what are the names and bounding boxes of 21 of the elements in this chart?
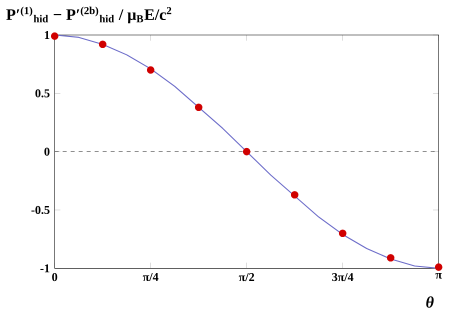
x-tick-label: 0 — [52, 273, 58, 282]
x-tick-label: π/4 — [142, 273, 158, 282]
y-tick-label: 0.5 — [35, 89, 50, 98]
x-tick-label: π/2 — [238, 273, 254, 282]
y-tick-label: 1 — [44, 31, 50, 39]
point — [146, 66, 154, 74]
point — [338, 230, 346, 238]
point — [290, 191, 298, 199]
point — [386, 254, 394, 262]
x-tick-label: π — [436, 273, 442, 279]
point — [194, 104, 202, 112]
x-axis-title: θ — [426, 296, 434, 308]
text: P′$^{(1)}$$_{hid}$ − P′$^{(2b)}$$_{hid}$ / μ$_{B}$E/c$^{2}$ — [6, 6, 172, 24]
point — [50, 32, 58, 40]
y-tick-label: -1 — [40, 264, 50, 272]
point — [242, 148, 250, 156]
point — [98, 40, 106, 48]
y-tick-label: 0 — [44, 148, 50, 156]
point — [434, 263, 442, 271]
y-tick-label: -0.5 — [31, 206, 50, 214]
x-tick-label: 3π/4 — [332, 273, 354, 282]
